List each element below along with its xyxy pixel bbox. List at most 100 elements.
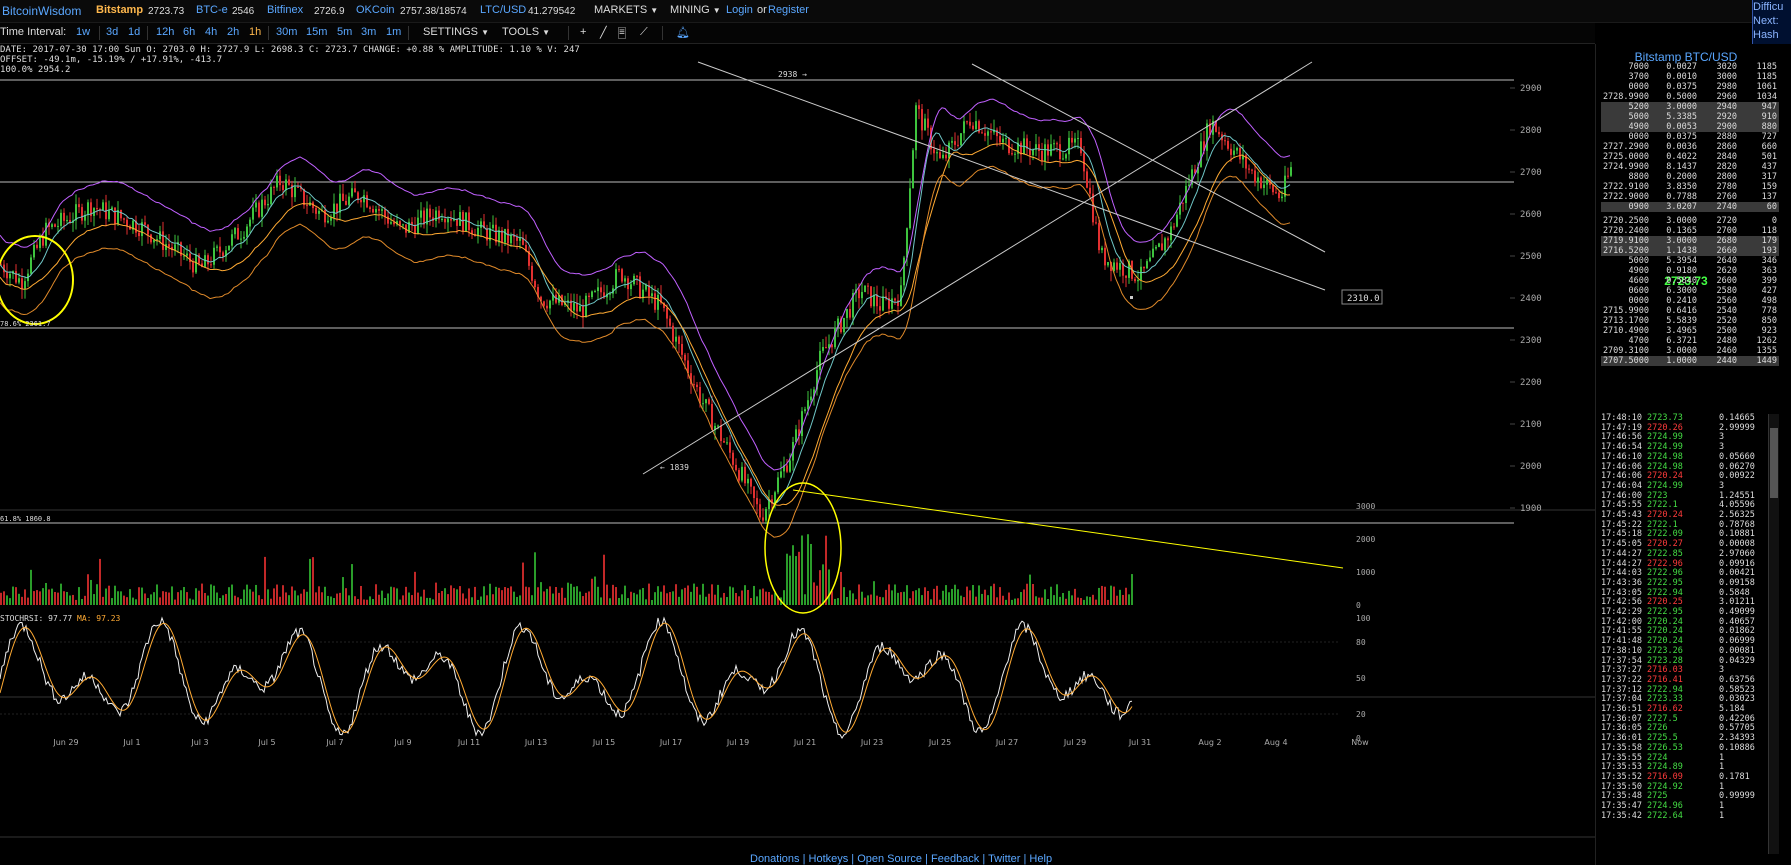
candle-body: [699, 386, 701, 404]
candle-body: [726, 442, 728, 444]
ask-row[interactable]: 2727.2900 0.0036 2860 660: [1601, 142, 1779, 152]
trade-history[interactable]: 17:48:10 2723.73 0.14665 17:47:19 2720.26 2.9…: [1596, 414, 1776, 854]
candle-body: [123, 218, 125, 220]
alert-bell-icon[interactable]: 🔔︎: [676, 27, 690, 39]
volume-bar: [1131, 574, 1133, 605]
level-sum-cell: 660: [1761, 142, 1777, 152]
ask-row[interactable]: 5200 3.0000 2940 947: [1601, 102, 1779, 112]
interval-1d[interactable]: 1d: [128, 26, 141, 38]
volume-bar: [708, 593, 710, 605]
ask-row[interactable]: 8800 0.2000 2800 317: [1601, 172, 1779, 182]
trade-price: 2725.5: [1647, 733, 1678, 744]
ask-row[interactable]: 5000 5.3385 2920 910: [1601, 112, 1779, 122]
interval-1w[interactable]: 1w: [76, 26, 91, 38]
exchange-btce[interactable]: BTC-e: [196, 4, 228, 16]
exchange-okcoin[interactable]: OKCoin: [356, 4, 395, 16]
candle-body: [1275, 192, 1277, 194]
price-cell: 2722.9100: [1602, 182, 1649, 192]
trades-scrollbar[interactable]: [1768, 414, 1779, 854]
volume-bar: [444, 588, 446, 605]
tools-menu[interactable]: TOOLS ▼: [502, 26, 550, 38]
highlight-circle: [0, 235, 74, 325]
trade-time: 17:43:05: [1601, 587, 1642, 598]
interval-3m[interactable]: 3m: [361, 26, 377, 38]
volume-bar: [1125, 587, 1127, 605]
settings-menu[interactable]: SETTINGS ▼: [423, 26, 489, 38]
volume-bar: [39, 591, 41, 605]
volume-bar: [162, 591, 164, 605]
ask-row[interactable]: 2728.9900 0.5000 2960 1034: [1601, 92, 1779, 102]
ask-row[interactable]: 4900 0.0053 2900 880: [1601, 122, 1779, 132]
volume-bar: [417, 592, 419, 605]
line-tool-icon[interactable]: ╱: [600, 27, 607, 39]
bid-row[interactable]: 2715.9900 0.6416 2540 778: [1601, 306, 1779, 316]
candle-body: [465, 212, 467, 232]
exchange-bitfinex[interactable]: Bitfinex: [267, 4, 304, 16]
amount-cell: 5.3954: [1666, 256, 1697, 266]
bid-row[interactable]: 4900 0.9180 2620 363: [1601, 266, 1779, 276]
ask-row[interactable]: 2725.0000 0.4022 2840 501: [1601, 152, 1779, 162]
interval-2h[interactable]: 2h: [227, 26, 240, 38]
interval-30m[interactable]: 30m: [276, 26, 298, 38]
candle-body: [798, 429, 800, 436]
register-link[interactable]: Register: [768, 4, 809, 16]
ask-row[interactable]: 7000 0.0027 3020 1185: [1601, 62, 1779, 72]
volume-bar: [930, 599, 932, 605]
exchange-ltcusd[interactable]: LTC/USD: [480, 4, 527, 16]
ask-row[interactable]: 2722.9100 3.8350 2780 159: [1601, 182, 1779, 192]
bid-row[interactable]: 4600 0.5840 2600 399: [1601, 276, 1779, 286]
bid-row[interactable]: 2716.5200 1.1438 2660 193: [1601, 246, 1779, 256]
volume-bar: [1119, 589, 1121, 605]
bid-row[interactable]: 2707.5000 1.0000 2440 1449: [1601, 356, 1779, 366]
candle-body: [1035, 144, 1037, 150]
ask-row[interactable]: 0900 3.0207 2740 60: [1601, 202, 1779, 212]
ask-row[interactable]: 3700 0.0010 3000 1185: [1601, 72, 1779, 82]
ask-row[interactable]: 0000 0.0375 2880 727: [1601, 132, 1779, 142]
candle-body: [636, 275, 638, 277]
trade-amount: 0.10886: [1719, 742, 1755, 753]
trade-amount: 2.99999: [1719, 422, 1755, 433]
mining-menu[interactable]: MINING ▼: [670, 4, 721, 16]
hlines-tool-icon[interactable]: ≡: [618, 27, 626, 39]
bid-row[interactable]: 2719.9100 3.0000 2680 179: [1601, 236, 1779, 246]
bid-row[interactable]: 2709.3100 3.0000 2460 1355: [1601, 346, 1779, 356]
candle-body: [54, 224, 56, 227]
bid-row[interactable]: 2713.1700 5.5839 2520 850: [1601, 316, 1779, 326]
fib-tool-icon[interactable]: ⟋: [640, 26, 648, 38]
bid-row[interactable]: 4700 6.3721 2480 1262: [1601, 336, 1779, 346]
bid-row[interactable]: 2720.2400 0.1365 2700 118: [1601, 226, 1779, 236]
footer-links[interactable]: Donations | Hotkeys | Open Source | Feed…: [750, 853, 1053, 865]
scroll-thumb[interactable]: [1770, 428, 1778, 498]
ask-row[interactable]: 2724.9900 8.1437 2820 437: [1601, 162, 1779, 172]
interval-15m[interactable]: 15m: [306, 26, 328, 38]
crosshair-icon[interactable]: +: [580, 26, 587, 38]
brand-logo[interactable]: BitcoinWisdom: [2, 4, 82, 18]
bid-row[interactable]: 2720.2500 3.0000 2720 0: [1601, 216, 1779, 226]
price-cell: 4700: [1628, 336, 1649, 346]
interval-1h[interactable]: 1h: [249, 26, 262, 38]
interval-3d[interactable]: 3d: [106, 26, 119, 38]
markets-menu[interactable]: MARKETS ▼: [594, 4, 658, 16]
candle-body: [1068, 137, 1070, 155]
ask-row[interactable]: 0000 0.0375 2980 1061: [1601, 82, 1779, 92]
interval-5m[interactable]: 5m: [337, 26, 353, 38]
candle-body: [510, 234, 512, 244]
interval-6h[interactable]: 6h: [183, 26, 196, 38]
amount-cell: 3.0000: [1666, 236, 1697, 246]
bid-row[interactable]: 0000 0.2410 2560 498: [1601, 296, 1779, 306]
volume-bar: [42, 588, 44, 605]
bid-row[interactable]: 5000 5.3954 2640 346: [1601, 256, 1779, 266]
candle-body: [1008, 138, 1010, 154]
login-link[interactable]: Login: [726, 4, 753, 16]
price-chart[interactable]: 2938 → ← 1839 2310.0 STOCHRSI: 97.77 MA: 97…: [0, 44, 1595, 865]
bid-row[interactable]: 0600 6.3000 2580 427: [1601, 286, 1779, 296]
interval-1m[interactable]: 1m: [386, 26, 402, 38]
price-cell: 2720.2500: [1602, 216, 1649, 226]
exchange-bitstamp[interactable]: Bitstamp: [96, 4, 144, 16]
interval-4h[interactable]: 4h: [205, 26, 218, 38]
ask-row[interactable]: 2722.9000 0.7788 2760 137: [1601, 192, 1779, 202]
interval-12h[interactable]: 12h: [156, 26, 175, 38]
trade-price: 2723.73: [1647, 413, 1683, 423]
trade-price: 2724.98: [1647, 461, 1683, 472]
bid-row[interactable]: 2710.4900 3.4965 2500 923: [1601, 326, 1779, 336]
